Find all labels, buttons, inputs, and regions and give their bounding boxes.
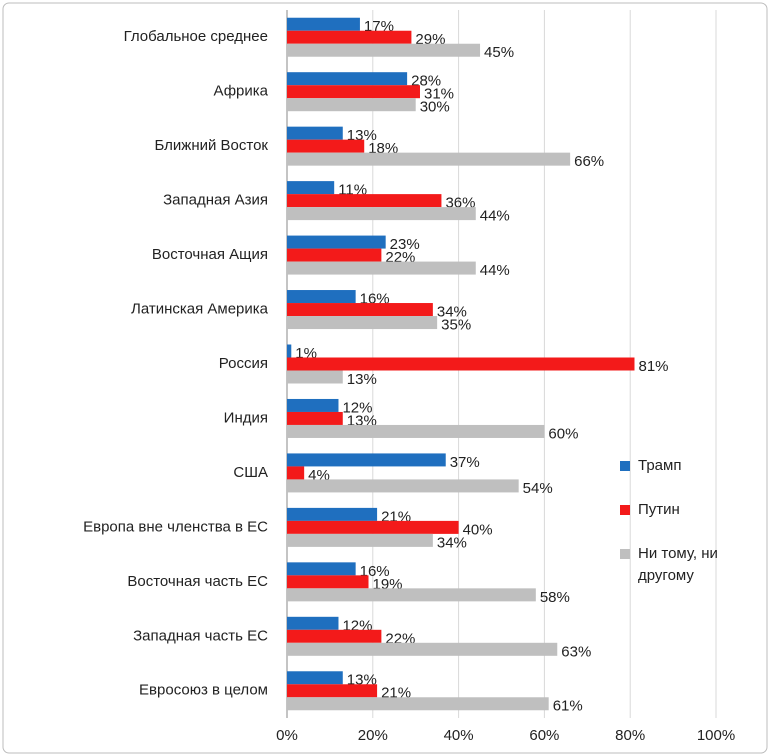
legend-swatch: [620, 505, 630, 515]
data-label: 34%: [437, 534, 467, 551]
bar: [287, 642, 558, 656]
legend-swatch: [620, 461, 630, 471]
bar: [287, 671, 343, 685]
x-tick-label: 60%: [529, 727, 559, 744]
x-tick-label: 20%: [358, 727, 388, 744]
bar: [287, 17, 360, 31]
legend-label: Ни тому, ни другому: [638, 545, 718, 584]
bar: [287, 248, 382, 262]
y-tick-label: Ближний Восток: [154, 137, 268, 154]
bar: [287, 398, 339, 412]
y-tick-label: Индия: [224, 409, 268, 426]
x-tick-label: 0%: [276, 727, 298, 744]
bar: [287, 126, 343, 140]
data-label: 13%: [347, 371, 377, 388]
bar: [287, 479, 519, 493]
data-label: 45%: [484, 44, 514, 61]
data-label: 58%: [540, 589, 570, 606]
y-tick-label: Евросоюз в целом: [139, 682, 268, 699]
data-label: 12%: [342, 399, 372, 416]
legend-swatch: [620, 549, 630, 559]
bar: [287, 629, 382, 643]
y-tick-label: Африка: [214, 83, 269, 100]
bar: [287, 466, 305, 480]
data-label: 81%: [638, 358, 668, 375]
bar: [287, 357, 635, 371]
bar: [287, 533, 433, 547]
data-label: 60%: [548, 425, 578, 442]
x-tick-label: 100%: [697, 727, 735, 744]
data-label: 35%: [441, 317, 471, 334]
bar: [287, 520, 459, 534]
legend: Трамп Путин Ни тому, ни другому: [620, 455, 760, 609]
y-tick-label: Восточная часть ЕС: [127, 573, 268, 590]
y-tick-label: Восточная Ащия: [152, 246, 268, 263]
bar: [287, 207, 476, 221]
y-tick-label: Европа вне членства в ЕС: [83, 518, 268, 535]
bar: [287, 370, 343, 384]
data-label: 66%: [574, 153, 604, 170]
y-tick-label: Россия: [219, 355, 268, 372]
y-tick-label: США: [233, 464, 268, 481]
data-label: 31%: [424, 86, 454, 103]
bar: [287, 697, 549, 711]
data-label: 23%: [390, 236, 420, 253]
bar: [287, 30, 412, 44]
bar: [287, 453, 446, 467]
x-tick-label: 40%: [444, 727, 474, 744]
bar: [287, 316, 438, 330]
data-label: 34%: [437, 304, 467, 321]
data-label: 61%: [553, 698, 583, 715]
bar: [287, 43, 481, 57]
y-tick-label: Западная Азия: [163, 192, 268, 209]
bar: [287, 411, 343, 425]
data-label: 44%: [480, 208, 510, 225]
bar: [287, 562, 356, 576]
y-tick-label: Глобальное среднее: [124, 28, 268, 45]
data-label: 40%: [463, 521, 493, 538]
bar: [287, 261, 476, 275]
bar: [287, 98, 416, 112]
bar: [287, 507, 378, 521]
data-label: 37%: [450, 454, 480, 471]
bar: [287, 303, 433, 317]
bar: [287, 588, 536, 602]
x-tick-label: 80%: [615, 727, 645, 744]
data-label: 44%: [480, 262, 510, 279]
bar: [287, 152, 571, 166]
legend-item: Ни тому, ни другому: [620, 543, 760, 587]
bar: [287, 235, 386, 249]
legend-label: Путин: [638, 501, 680, 518]
bar: [287, 194, 442, 208]
y-tick-label: Латинская Америка: [131, 301, 269, 318]
bar: [287, 85, 420, 99]
bar: [287, 616, 339, 630]
bar: [287, 344, 292, 358]
legend-item: Путин: [620, 499, 760, 521]
y-tick-label: Западная часть ЕС: [133, 627, 268, 644]
bar: [287, 139, 365, 153]
data-label: 54%: [523, 480, 553, 497]
bar: [287, 684, 378, 698]
bar: [287, 575, 369, 589]
legend-label: Трамп: [638, 457, 682, 474]
data-label: 63%: [561, 643, 591, 660]
bar: [287, 72, 408, 86]
legend-item: Трамп: [620, 455, 760, 477]
bar: [287, 424, 545, 438]
data-label: 30%: [420, 99, 450, 116]
bar: [287, 181, 335, 195]
bar: [287, 290, 356, 304]
